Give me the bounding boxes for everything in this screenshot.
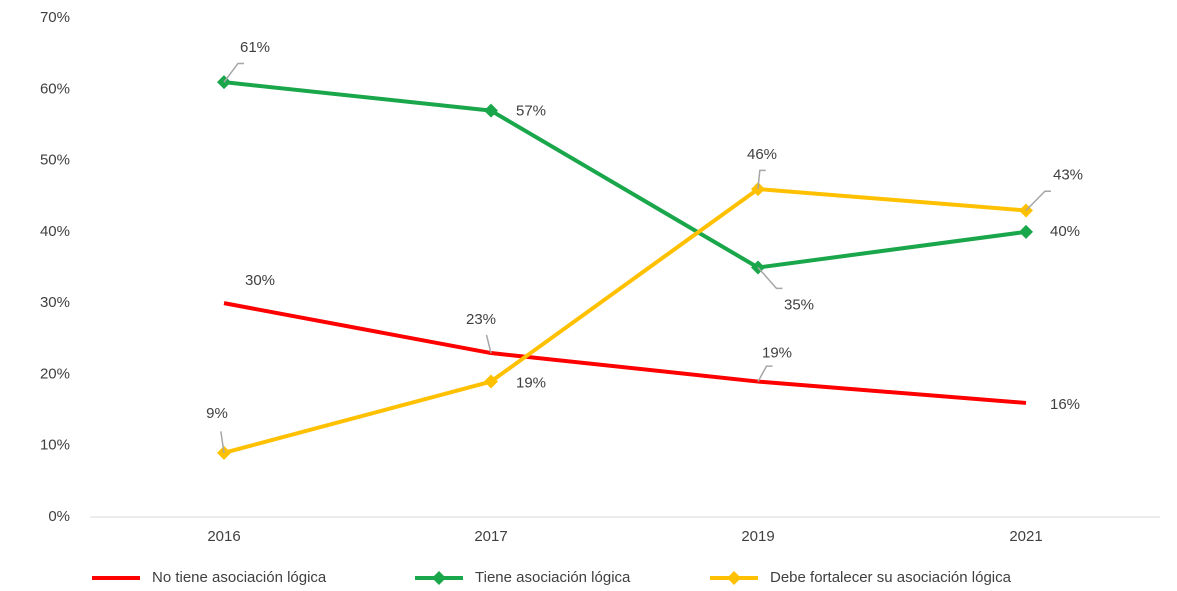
line xyxy=(223,187,1027,455)
leader-line xyxy=(220,431,225,453)
line xyxy=(223,301,1027,405)
leader-line xyxy=(757,169,766,190)
data-label: 16% xyxy=(1050,396,1080,413)
marker xyxy=(484,374,498,389)
line xyxy=(223,80,1027,270)
x-tick-label: 2017 xyxy=(474,528,507,545)
leader-line xyxy=(1025,190,1051,211)
y-tick-label: 30% xyxy=(40,294,70,311)
data-label: 46% xyxy=(747,146,777,163)
data-label: 19% xyxy=(516,375,546,392)
data-label: 40% xyxy=(1050,223,1080,240)
data-label: 9% xyxy=(206,405,228,422)
data-label: 23% xyxy=(466,311,496,328)
y-tick-label: 10% xyxy=(40,437,70,454)
x-tick-label: 2021 xyxy=(1009,528,1042,545)
y-tick-label: 20% xyxy=(40,365,70,382)
x-tick-label: 2019 xyxy=(741,528,774,545)
data-label: 30% xyxy=(245,272,275,289)
y-tick-label: 0% xyxy=(48,508,70,525)
leader-line xyxy=(757,365,773,382)
y-tick-label: 40% xyxy=(40,223,70,240)
y-tick-label: 50% xyxy=(40,152,70,169)
legend-label: Tiene asociación lógica xyxy=(475,569,631,586)
data-label: 43% xyxy=(1053,166,1083,183)
data-label: 19% xyxy=(762,345,792,362)
data-label: 57% xyxy=(516,103,546,120)
legend-marker xyxy=(727,571,741,585)
leader-line xyxy=(223,62,244,83)
x-tick-label: 2016 xyxy=(207,528,240,545)
data-label: 61% xyxy=(240,39,270,56)
y-tick-label: 60% xyxy=(40,80,70,97)
marker xyxy=(484,103,498,118)
data-label: 35% xyxy=(784,296,814,313)
leader-line xyxy=(485,334,492,354)
legend-label: Debe fortalecer su asociación lógica xyxy=(770,569,1012,586)
leader-line xyxy=(757,267,783,290)
legend-marker xyxy=(432,571,446,585)
legend-label: No tiene asociación lógica xyxy=(152,569,327,586)
y-tick-label: 70% xyxy=(40,9,70,26)
marker xyxy=(1019,224,1033,239)
